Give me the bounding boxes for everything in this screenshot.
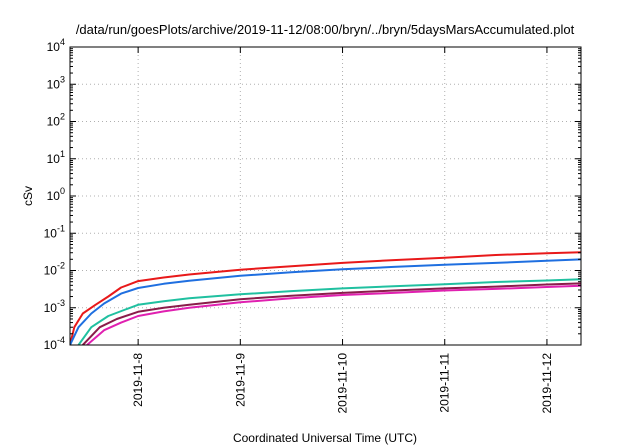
series-line xyxy=(86,284,581,345)
y-axis-label: cSv xyxy=(21,186,35,206)
y-tick-label: 10-3 xyxy=(44,298,65,315)
x-tick-label: 2019-11-12 xyxy=(540,353,554,414)
x-axis-label: Coordinated Universal Time (UTC) xyxy=(233,431,417,445)
series-line xyxy=(70,258,581,345)
series-line xyxy=(77,278,581,345)
x-tick-label: 2019-11-10 xyxy=(336,353,350,414)
chart-title: /data/run/goesPlots/archive/2019-11-12/0… xyxy=(76,22,575,37)
y-tick-label: 10-1 xyxy=(44,223,65,240)
y-tick-label: 103 xyxy=(47,74,65,91)
series-line xyxy=(70,251,581,345)
x-axis-ticks: 2019-11-8 2019-11-9 2019-11-10 2019-11-11 20… xyxy=(131,47,554,414)
y-tick-label: 102 xyxy=(47,112,65,129)
y-tick-label: 104 xyxy=(47,37,65,54)
x-tick-label: 2019-11-11 xyxy=(438,353,452,413)
y-tick-label: 10-4 xyxy=(44,335,65,352)
x-tick-label: 2019-11-9 xyxy=(233,353,247,407)
x-tick-label: 2019-11-8 xyxy=(131,353,145,407)
y-tick-label: 100 xyxy=(47,186,65,203)
y-axis-ticks: 10-4 10-3 10-2 10-1 100 101 102 103 104 xyxy=(44,37,581,352)
grid xyxy=(70,47,581,345)
y-tick-label: 10-2 xyxy=(44,261,65,278)
series-line xyxy=(82,282,581,345)
series-group xyxy=(70,251,581,345)
y-tick-label: 101 xyxy=(47,149,65,166)
